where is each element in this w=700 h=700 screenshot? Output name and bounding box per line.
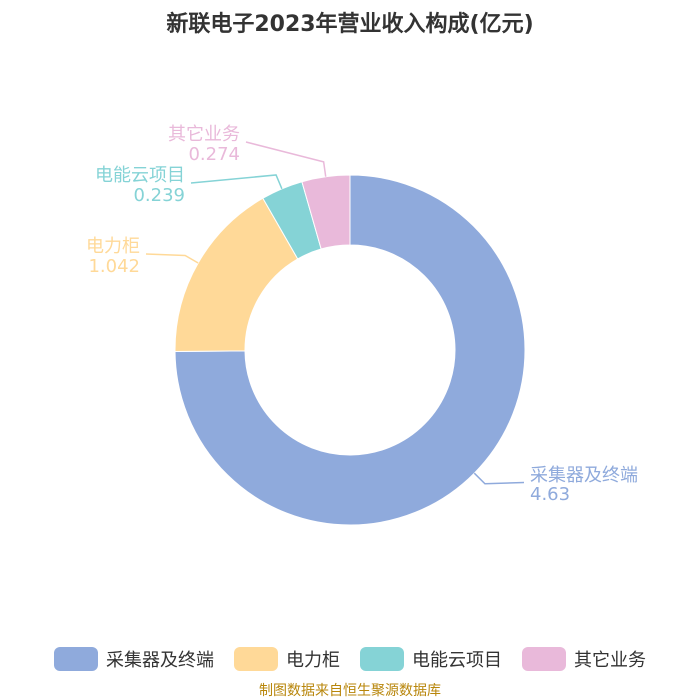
leader-line-3 [245,141,327,177]
legend-label-1: 电力柜 [286,650,340,671]
legend-swatch-1 [234,647,278,671]
leader-line-1 [145,253,199,264]
slice-value-label-1: 1.042 [88,256,140,277]
chart-title: 新联电子2023年营业收入构成(亿元) [166,12,534,37]
legend-swatch-0 [54,647,98,671]
legend-label-3: 其它业务 [574,650,646,671]
legend-item-3[interactable]: 其它业务 [522,646,646,672]
legend-swatch-3 [522,647,566,671]
legend: 采集器及终端 电力柜 电能云项目 其它业务 [0,646,700,672]
leader-line-0 [473,472,525,485]
legend-item-0[interactable]: 采集器及终端 [54,646,214,672]
slice-value-label-2: 0.239 [133,185,185,206]
slice-name-label-2: 电能云项目 [95,165,185,186]
source-note: 制图数据来自恒生聚源数据库 [259,683,441,699]
legend-item-2[interactable]: 电能云项目 [360,646,502,672]
legend-swatch-2 [360,647,404,671]
legend-item-1[interactable]: 电力柜 [234,646,340,672]
slice-name-label-1: 电力柜 [86,236,140,257]
leader-line-2 [190,174,283,190]
slice-0[interactable] [174,174,526,526]
slice-value-label-0: 4.63 [530,484,570,505]
slice-name-label-0: 采集器及终端 [530,465,638,486]
slice-3[interactable] [301,174,351,250]
slice-value-label-3: 0.274 [188,144,240,165]
legend-label-0: 采集器及终端 [106,650,214,671]
legend-label-2: 电能云项目 [412,650,502,671]
slice-name-label-3: 其它业务 [168,124,240,145]
